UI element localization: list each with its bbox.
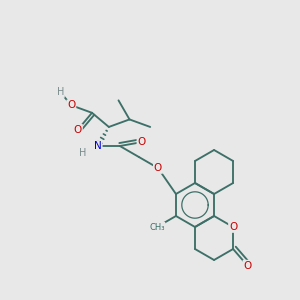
Text: O: O [154,163,162,173]
Text: O: O [243,261,252,271]
Text: O: O [137,137,146,147]
Text: CH₃: CH₃ [149,223,165,232]
Text: O: O [229,222,237,232]
Text: H: H [79,148,86,158]
Text: H: H [57,87,64,97]
Text: N: N [94,141,102,151]
Text: O: O [67,100,75,110]
Text: O: O [74,125,82,135]
